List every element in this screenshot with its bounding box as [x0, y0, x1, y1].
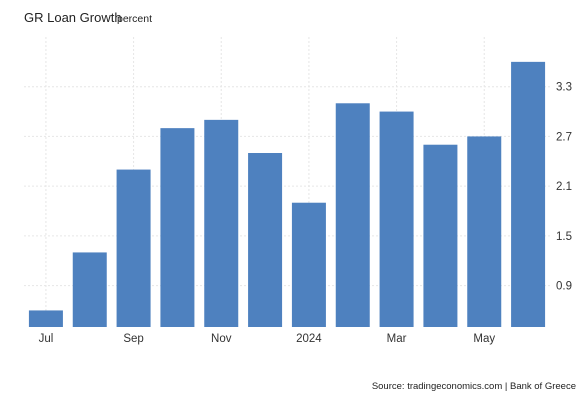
y-axis-ticks: 0.9 1.5 2.1 2.7 3.3 — [556, 82, 572, 293]
bar-mar — [379, 111, 414, 327]
y-tick-label: 2.7 — [556, 131, 572, 143]
x-tick-label: May — [473, 333, 495, 345]
x-tick-label: Jul — [39, 333, 54, 345]
bar-sep — [116, 169, 151, 327]
x-tick-label: Sep — [123, 333, 143, 345]
bar-oct — [160, 128, 195, 327]
bar-2024 — [291, 202, 326, 327]
bar-may — [467, 136, 502, 327]
bar-dec — [248, 153, 283, 327]
source-note: Source: tradingeconomics.com | Bank of G… — [372, 381, 576, 392]
x-axis-ticks: Jul Sep Nov 2024 Mar May — [39, 333, 496, 345]
bars — [28, 61, 546, 328]
bar-nov — [204, 119, 239, 327]
x-tick-label: Nov — [211, 333, 232, 345]
x-tick-label: Mar — [387, 333, 407, 345]
chart-title: GR Loan Growth — [24, 10, 122, 25]
y-tick-label: 1.5 — [556, 231, 572, 243]
bar-aug — [72, 252, 107, 327]
chart-subtitle: percent — [117, 13, 152, 25]
bar-apr — [423, 144, 458, 327]
bar-jul — [28, 310, 63, 327]
y-tick-label: 3.3 — [556, 82, 572, 94]
x-tick-label: 2024 — [296, 333, 322, 345]
y-tick-label: 0.9 — [556, 281, 572, 293]
bar-jun — [511, 61, 546, 327]
y-tick-label: 2.1 — [556, 181, 572, 193]
bar-feb — [335, 103, 370, 328]
